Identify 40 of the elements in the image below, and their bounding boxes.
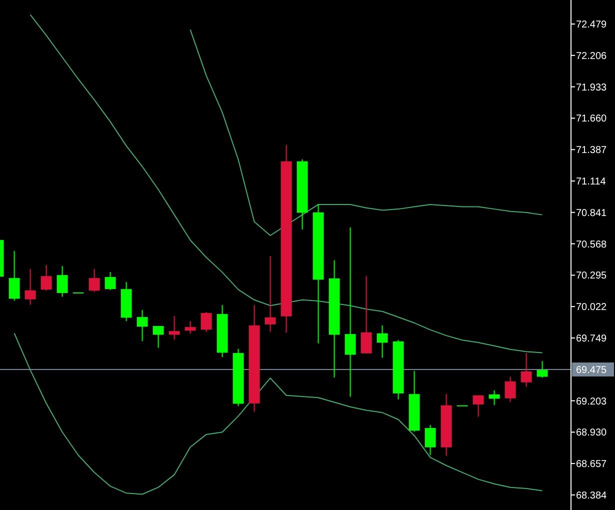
candlestick — [376, 324, 388, 358]
line-series — [190, 29, 543, 236]
y-tick-label: 70.295 — [576, 270, 608, 282]
candlestick — [8, 250, 20, 302]
candlestick — [104, 272, 116, 291]
candlestick — [88, 268, 100, 292]
candlestick — [56, 266, 68, 298]
y-tick-label: 68.930 — [576, 428, 608, 439]
y-tick-label: 71.387 — [576, 145, 608, 156]
candlestick — [184, 320, 196, 334]
candlestick — [264, 256, 276, 332]
line-series — [30, 14, 543, 354]
y-tick-label: 68.657 — [576, 459, 608, 470]
candlestick — [168, 316, 180, 340]
y-tick-label: 68.384 — [576, 490, 608, 502]
candlestick — [24, 268, 36, 306]
candlestick — [136, 310, 148, 342]
candlestick — [360, 276, 372, 354]
y-tick-label: 72.479 — [576, 20, 608, 31]
candlestick — [488, 390, 500, 406]
y-tick-label: 70.022 — [576, 302, 608, 314]
y-tick-label: 69.203 — [576, 396, 608, 408]
y-tick-label: 70.568 — [576, 239, 608, 250]
candlestick — [504, 376, 516, 402]
y-tick-label: 72.206 — [576, 50, 608, 62]
line-series — [14, 332, 543, 495]
ref-line-label: 69.475 — [576, 364, 608, 376]
y-tick-label: 71.660 — [576, 114, 608, 125]
y-tick-label: 69.749 — [576, 333, 608, 344]
candlestick — [200, 312, 212, 332]
candlestick — [424, 424, 436, 456]
y-tick-label: 71.114 — [576, 176, 606, 188]
candlestick — [536, 360, 548, 378]
candlestick — [344, 226, 356, 398]
y-tick-label: 71.933 — [576, 82, 608, 94]
candlestick — [40, 264, 52, 292]
candlestick — [152, 326, 164, 348]
candlestick — [520, 352, 532, 388]
y-tick-label: 70.841 — [576, 208, 608, 219]
candlestick — [472, 394, 484, 418]
